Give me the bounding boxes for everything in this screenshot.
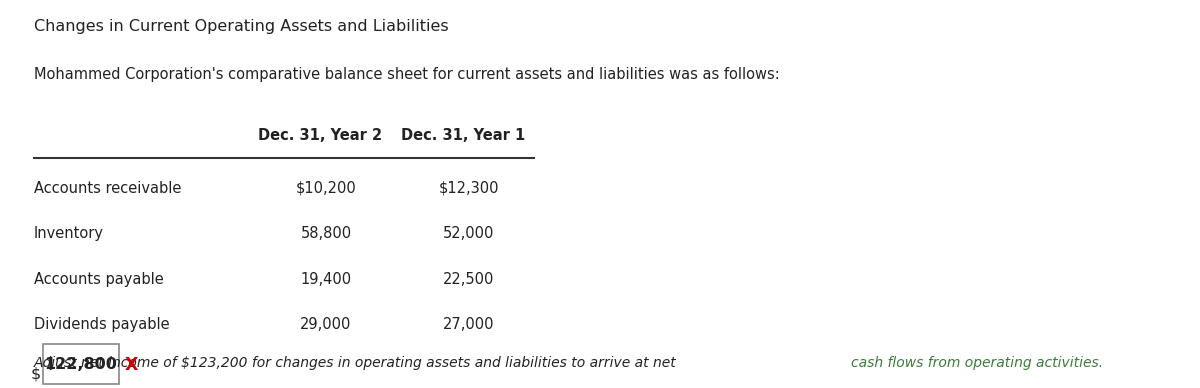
Text: 22,500: 22,500	[443, 272, 494, 287]
Text: $12,300: $12,300	[439, 181, 499, 196]
Text: cash flows from operating activities.: cash flows from operating activities.	[852, 357, 1104, 371]
Text: Inventory: Inventory	[34, 226, 104, 241]
Text: X: X	[125, 356, 138, 374]
Text: 29,000: 29,000	[300, 317, 352, 333]
Text: 122,800: 122,800	[44, 357, 118, 372]
Text: 58,800: 58,800	[300, 226, 352, 241]
Text: $10,200: $10,200	[295, 181, 356, 196]
Text: 19,400: 19,400	[300, 272, 352, 287]
Text: $: $	[30, 367, 41, 382]
Text: Changes in Current Operating Assets and Liabilities: Changes in Current Operating Assets and …	[34, 19, 449, 35]
Text: Mohammed Corporation's comparative balance sheet for current assets and liabilit: Mohammed Corporation's comparative balan…	[34, 67, 780, 82]
Text: Dec. 31, Year 2: Dec. 31, Year 2	[258, 128, 382, 142]
Text: Dividends payable: Dividends payable	[34, 317, 169, 333]
Text: Dec. 31, Year 1: Dec. 31, Year 1	[401, 128, 526, 142]
Text: Accounts receivable: Accounts receivable	[34, 181, 181, 196]
Text: 27,000: 27,000	[443, 317, 494, 333]
FancyBboxPatch shape	[43, 344, 119, 384]
Text: 52,000: 52,000	[443, 226, 494, 241]
Text: Adjust net income of $123,200 for changes in operating assets and liabilities to: Adjust net income of $123,200 for change…	[34, 357, 682, 371]
Text: Accounts payable: Accounts payable	[34, 272, 163, 287]
